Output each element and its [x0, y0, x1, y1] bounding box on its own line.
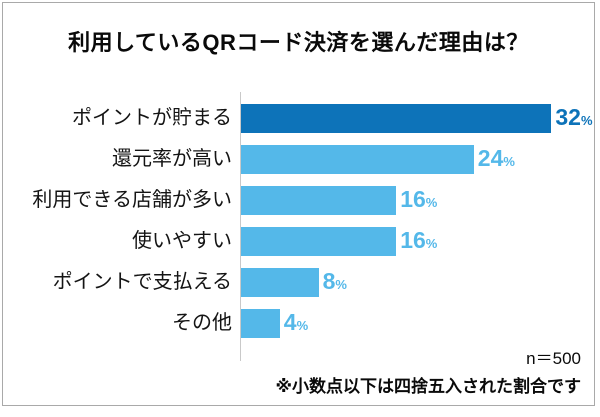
bar: [241, 268, 319, 297]
y-axis-line: [240, 92, 241, 361]
category-label: 還元率が高い: [112, 148, 232, 170]
value-number: 16: [400, 226, 426, 253]
bar-area: 4%: [241, 309, 308, 338]
category-label: 使いやすい: [132, 230, 232, 252]
value-unit: %: [425, 194, 438, 210]
bar-area: 16%: [241, 227, 437, 256]
chart-title: 利用しているQRコード決済を選んだ理由は？: [68, 30, 529, 55]
bar-row: 使いやすい 16%: [3, 227, 594, 256]
bar: [241, 145, 474, 174]
value-unit: %: [296, 317, 309, 333]
bar-area: 32%: [241, 104, 593, 133]
bar-chart: ポイントが貯まる 32% 還元率が高い 24% 利用できる店舗が多い 16% 使…: [3, 104, 594, 338]
value-number: 4: [283, 308, 297, 335]
bar-area: 16%: [241, 186, 437, 215]
value-unit: %: [580, 112, 593, 128]
bar-row: 還元率が高い 24%: [3, 145, 594, 174]
bar-row: その他 4%: [3, 309, 594, 338]
value-unit: %: [425, 235, 438, 251]
chart-footer: n＝500 ※小数点以下は四捨五入された割合です: [275, 344, 581, 397]
value-label: 32%: [555, 103, 592, 135]
bar-row: 利用できる店舗が多い 16%: [3, 186, 594, 215]
value-number: 24: [477, 144, 504, 171]
value-unit: %: [503, 153, 515, 169]
value-label: 16%: [400, 226, 437, 258]
bar: [241, 186, 397, 215]
category-label: ポイントで支払える: [52, 271, 232, 293]
value-number: 16: [400, 185, 426, 212]
sample-size-label: n＝500: [526, 349, 581, 368]
category-label: 利用できる店舗が多い: [32, 189, 232, 211]
value-label: 4%: [284, 308, 308, 340]
value-label: 8%: [323, 267, 347, 299]
bar: [241, 104, 552, 133]
value-label: 16%: [400, 185, 437, 217]
value-unit: %: [335, 276, 347, 292]
category-label: その他: [172, 312, 232, 334]
bar: [241, 227, 397, 256]
value-number: 32: [555, 103, 581, 130]
category-label: ポイントが貯まる: [72, 107, 232, 129]
bar-area: 24%: [241, 145, 515, 174]
bar: [241, 309, 280, 338]
bar-area: 8%: [241, 268, 347, 297]
bar-row: ポイントで支払える 8%: [3, 268, 594, 297]
bar-row: ポイントが貯まる 32%: [3, 104, 594, 133]
value-number: 8: [322, 267, 336, 294]
value-label: 24%: [478, 144, 515, 176]
chart-frame: 利用しているQRコード決済を選んだ理由は？ ポイントが貯まる 32% 還元率が高…: [2, 2, 595, 406]
footnote-text: ※小数点以下は四捨五入された割合です: [275, 377, 581, 396]
